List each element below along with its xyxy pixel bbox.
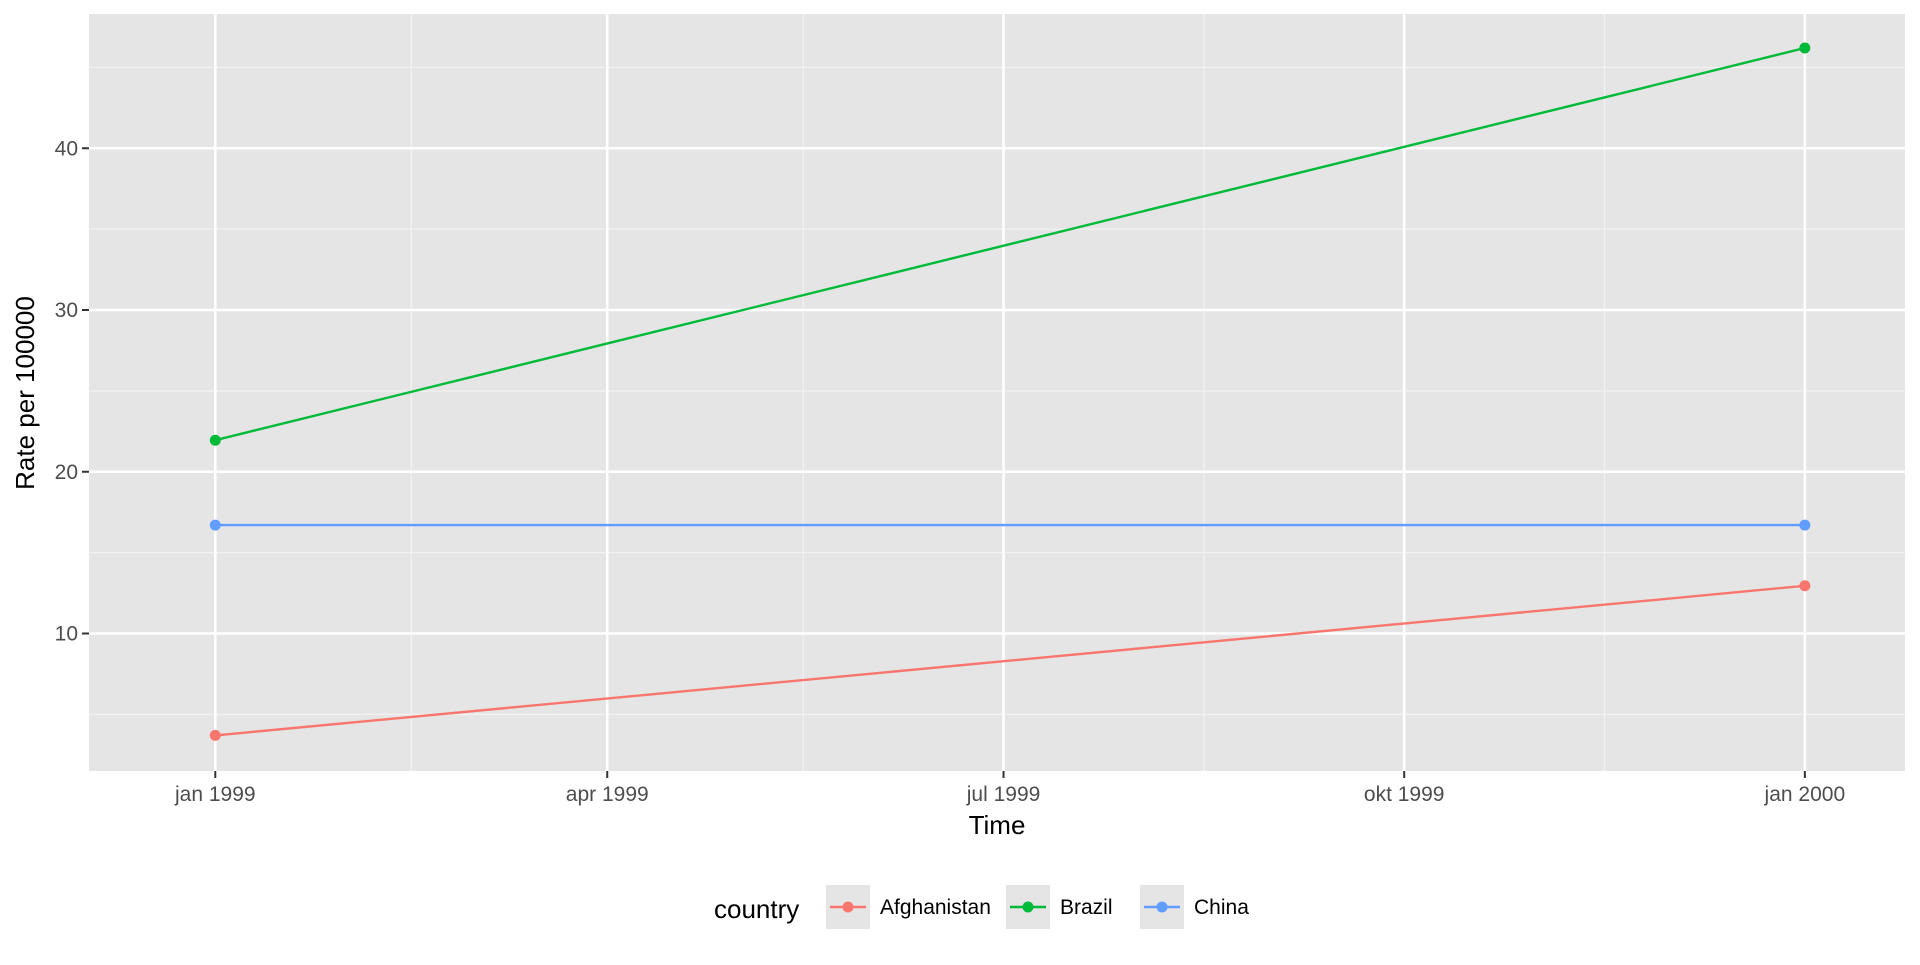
data-point-china — [209, 519, 221, 531]
data-point-afghanistan — [209, 729, 221, 741]
major-gridlines — [89, 14, 1905, 771]
y-tick-labels: 10 20 30 40 — [55, 137, 78, 645]
series-line-brazil — [215, 46, 1806, 442]
y-tick-label: 20 — [55, 461, 78, 484]
y-axis-title: Rate per 100000 — [10, 296, 40, 490]
x-tick-label: apr 1999 — [566, 783, 649, 806]
legend: country Afghanistan Brazil China — [714, 885, 1249, 929]
x-tick-label: jan 2000 — [1764, 783, 1846, 806]
y-tick-label: 30 — [55, 299, 78, 322]
x-axis-title: Time — [969, 810, 1026, 840]
legend-key-point-china — [1156, 901, 1168, 913]
legend-label-afghanistan: Afghanistan — [880, 896, 991, 919]
x-tick-label: jan 1999 — [174, 783, 256, 806]
series-points — [209, 42, 1811, 741]
data-point-brazil — [209, 434, 221, 446]
x-tick-label: jul 1999 — [966, 783, 1041, 806]
x-tick-label: okt 1999 — [1364, 783, 1445, 806]
data-point-china — [1799, 519, 1811, 531]
legend-items: Afghanistan Brazil China — [826, 885, 1249, 929]
axis-ticks — [82, 147, 1806, 778]
data-point-afghanistan — [1799, 580, 1811, 592]
legend-title: country — [714, 894, 799, 924]
y-tick-label: 10 — [55, 623, 78, 646]
series-line-afghanistan — [215, 584, 1805, 737]
x-tick-labels: jan 1999 apr 1999 jul 1999 okt 1999 jan 2000 — [174, 783, 1845, 806]
data-point-brazil — [1799, 42, 1811, 54]
series-lines — [215, 46, 1806, 737]
panel-background — [89, 14, 1905, 771]
legend-label-brazil: Brazil — [1060, 896, 1113, 919]
legend-key-point-afghanistan — [842, 901, 854, 913]
legend-key-point-brazil — [1022, 901, 1034, 913]
legend-label-china: China — [1194, 896, 1249, 919]
y-tick-label: 40 — [55, 137, 78, 160]
minor-gridlines — [89, 14, 1905, 771]
